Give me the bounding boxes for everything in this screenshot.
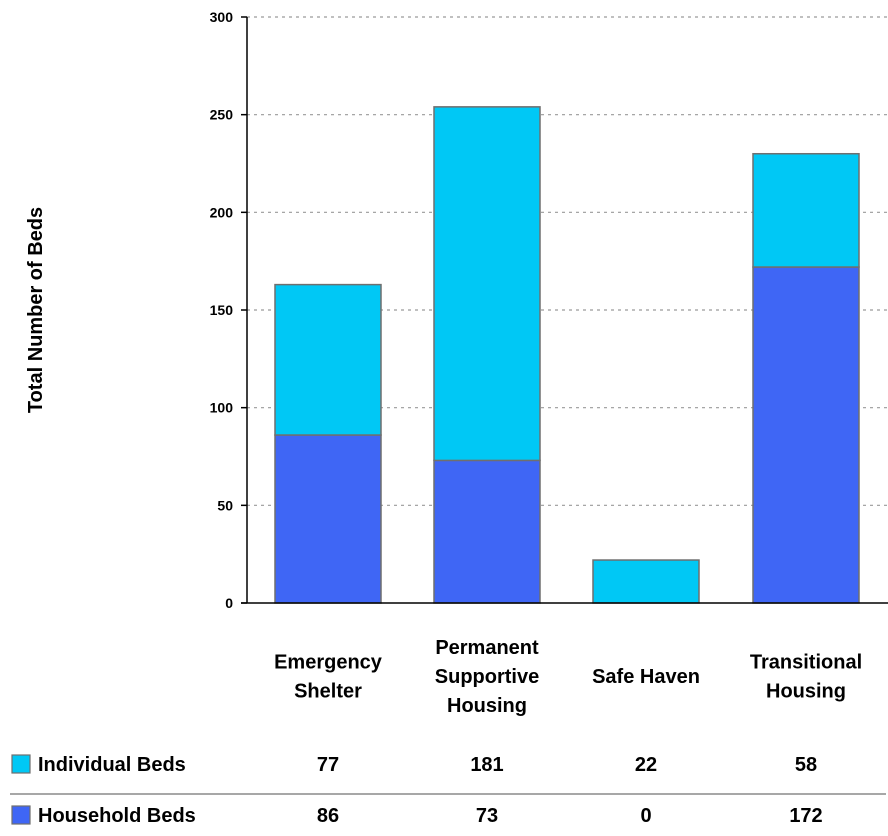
- category-label: Transitional: [750, 652, 862, 674]
- bar-household-beds: [433, 459, 541, 604]
- y-tick-label: 200: [210, 204, 234, 220]
- table-value: 58: [795, 754, 817, 776]
- legend-swatch: [11, 754, 31, 774]
- category-label: Shelter: [294, 681, 362, 703]
- category-label: Emergency: [274, 652, 383, 674]
- y-tick-label: 50: [217, 497, 233, 513]
- y-tick-label: 100: [210, 400, 234, 416]
- table-value: 181: [470, 754, 503, 776]
- bar-individual-beds: [752, 152, 860, 268]
- category-label: Housing: [766, 681, 846, 703]
- bar-individual-beds: [592, 559, 700, 604]
- legend-label: Individual Beds: [38, 754, 186, 776]
- table-value: 86: [317, 805, 339, 827]
- table-value: 0: [640, 805, 651, 827]
- table-value: 22: [635, 754, 657, 776]
- bar-household-beds: [752, 266, 860, 604]
- bars: [274, 106, 860, 604]
- bar-individual-beds: [433, 106, 541, 462]
- table-value: 172: [789, 805, 822, 827]
- y-axis-label: Total Number of Beds: [25, 207, 47, 413]
- category-label: Housing: [447, 695, 527, 717]
- y-tick-label: 250: [210, 107, 234, 123]
- bar-individual-beds: [274, 283, 382, 436]
- y-tick-label: 0: [225, 595, 233, 611]
- x-category-labels: Emergency Shelter Permanent Supportive Housi…: [274, 637, 862, 717]
- y-tick-labels: 0 50 100 150 200 250 300: [210, 9, 234, 611]
- table-value: 73: [476, 805, 498, 827]
- axes: [241, 16, 888, 604]
- data-table: Individual Beds 77 181 22 58 Household Beds 86…: [10, 754, 886, 827]
- table-value: 77: [317, 754, 339, 776]
- y-tick-label: 300: [210, 9, 234, 25]
- legend-label: Household Beds: [38, 805, 196, 827]
- legend-swatch: [11, 805, 31, 825]
- bar-household-beds: [274, 434, 382, 604]
- category-label: Supportive: [435, 666, 539, 688]
- y-tick-label: 150: [210, 302, 234, 318]
- category-label: Safe Haven: [592, 666, 700, 688]
- category-label: Permanent: [435, 637, 539, 659]
